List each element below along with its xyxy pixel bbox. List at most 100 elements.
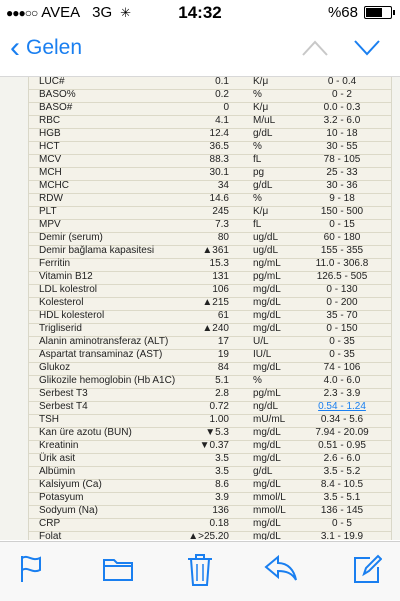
compose-icon[interactable] [352,554,382,584]
test-unit: g/dL [253,128,273,139]
test-unit: mU/mL [253,414,286,425]
reference-range: 8.4 - 10.5 [320,479,364,490]
test-name: Demir bağlama kapasitesi [39,245,155,256]
test-name: Serbest T3 [39,388,88,399]
test-value: 0 [223,102,229,113]
reference-range: 74 - 106 [323,362,361,373]
test-name: HGB [39,128,61,139]
test-value: 17 [217,336,229,347]
message-body[interactable]: LUC# 0.1 K/μ 0 - 0.4 BASO% 0.2% 0 - 2 BASO# 0 K/μ… [0,77,400,540]
test-value: 131 [212,271,229,282]
table-row: Kolesterol ▲215 mg/dL 0 - 200 [29,294,391,311]
table-row: Alanin aminotransferaz (ALT) 17 U/L 0 - 35 [29,333,391,350]
back-label: Gelen [26,36,83,59]
table-row: RBC 4.1 M/uL 3.2 - 6.0 [29,112,391,129]
test-name: MCH [39,167,62,178]
table-row: MCHC 34 g/dL 30 - 36 [29,177,391,194]
table-row: Ürik asit 3.5 mg/dL 2.6 - 6.0 [29,450,391,467]
test-value: 19 [217,349,229,360]
reference-range: 0 - 0.4 [327,77,357,87]
folder-icon[interactable] [102,554,134,582]
test-name: Glikozile hemoglobin (Hb A1C) [39,375,176,386]
table-row: LDL kolestrol 106 mg/dL 0 - 130 [29,281,391,298]
table-row: Glukoz 84 mg/dL 74 - 106 [29,359,391,376]
table-row: RDW 14.6% 9 - 18 [29,190,391,207]
table-row: PLT 245 K/μ 150 - 500 [29,203,391,220]
test-name: Glukoz [39,362,71,373]
test-value: 3.5 [215,453,229,464]
test-name: Folat [39,531,62,540]
table-row: Trigliserid ▲240 mg/dL 0 - 150 [29,320,391,337]
reference-range: 0 - 2 [331,89,352,100]
table-row: Demir (serum) 80 ug/dL 60 - 180 [29,229,391,246]
table-row: HGB 12.4 g/dL 10 - 18 [29,125,391,142]
message-navigation [302,40,380,56]
table-row: Kreatinin ▼0.37 mg/dL 0.51 - 0.95 [29,437,391,454]
table-row: MPV 7.3 fL 0 - 15 [29,216,391,233]
test-unit: mmol/L [253,492,286,503]
trash-icon[interactable] [186,554,214,586]
test-unit: % [253,141,262,152]
reference-range: 3.2 - 6.0 [323,115,361,126]
test-name: RBC [39,115,61,126]
test-value: 245 [212,206,229,217]
reference-range: 0 - 5 [331,518,352,529]
reference-range: 150 - 500 [320,206,364,217]
test-name: Demir (serum) [39,232,103,243]
chevron-left-icon: ‹ [10,31,20,64]
test-unit: mg/dL [253,297,281,308]
test-name: MPV [39,219,61,230]
reference-range: 35 - 70 [326,310,358,321]
reference-range[interactable]: 0.54 - 1.24 [318,401,366,412]
reply-icon[interactable] [264,554,298,582]
table-row: Serbest T4 0.72 ng/dL 0.54 - 1.24 [29,398,391,415]
table-row: Sodyum (Na) 136 mmol/L 136 - 145 [29,502,391,519]
table-row: BASO# 0 K/μ 0.0 - 0.3 [29,99,391,116]
test-unit: mg/dL [253,518,281,529]
reference-range: 0 - 150 [326,323,358,334]
test-unit: mg/dL [253,323,281,334]
test-value: 136 [212,505,229,516]
test-value: ▲215 [202,297,229,308]
reference-range: 10 - 18 [326,128,358,139]
flag-icon[interactable] [18,554,44,584]
table-row: MCV 88.3 fL 78 - 105 [29,151,391,168]
test-value: 0.18 [209,518,229,529]
test-name: PLT [39,206,57,217]
test-value: 15.3 [209,258,229,269]
signal-icon: ●●●○○ [6,5,38,20]
test-value: 2.8 [215,388,229,399]
test-name: MCV [39,154,62,165]
test-value: ▲361 [202,245,229,256]
test-unit: mg/dL [253,310,281,321]
test-unit: mg/dL [253,427,281,438]
test-value: 14.6 [209,193,229,204]
network-type: 3G [92,4,113,21]
battery-percent: %68 [327,4,358,21]
test-name: Trigliserid [39,323,82,334]
chevron-up-icon[interactable] [302,40,328,56]
test-unit: IU/L [253,349,272,360]
reference-range: 25 - 33 [326,167,358,178]
chevron-down-icon[interactable] [354,40,380,56]
test-name: Potasyum [39,492,84,503]
test-value: 36.5 [209,141,229,152]
test-value: 84 [217,362,229,373]
carrier-info: ●●●○○ AVEA 3G ✳ [6,4,131,21]
table-row: Potasyum 3.9 mmol/L 3.5 - 5.1 [29,489,391,506]
battery-info: %68 [327,4,395,21]
test-unit: K/μ [253,102,269,113]
battery-icon [364,6,395,19]
back-button[interactable]: ‹ Gelen [10,31,83,64]
test-name: MCHC [39,180,69,191]
reference-range: 9 - 18 [329,193,355,204]
test-name: LDL kolestrol [39,284,97,295]
test-name: Ürik asit [39,453,76,464]
reference-range: 0 - 15 [329,219,355,230]
test-value: ▼5.3 [205,427,229,438]
table-row: Kalsiyum (Ca) 8.6 mg/dL 8.4 - 10.5 [29,476,391,493]
test-value: 5.1 [215,375,229,386]
test-value: 61 [217,310,229,321]
carrier-name: AVEA [41,4,81,21]
test-name: TSH [39,414,59,425]
